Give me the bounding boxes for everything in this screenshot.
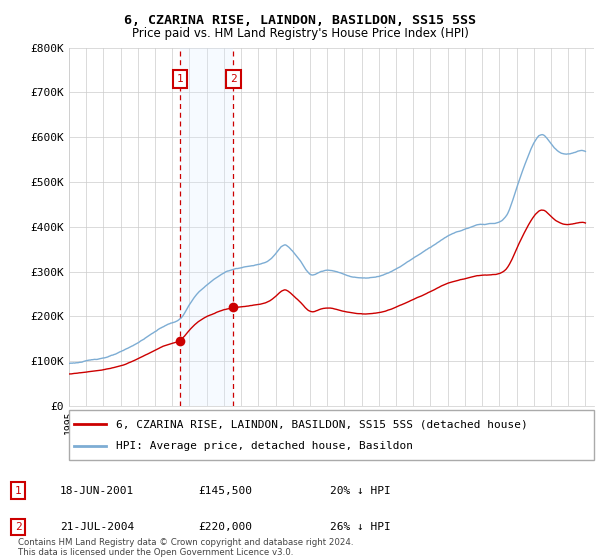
Text: £145,500: £145,500 [198, 486, 252, 496]
Text: 1: 1 [14, 486, 22, 496]
Text: £220,000: £220,000 [198, 522, 252, 532]
Text: 6, CZARINA RISE, LAINDON, BASILDON, SS15 5SS: 6, CZARINA RISE, LAINDON, BASILDON, SS15… [124, 14, 476, 27]
Text: 1: 1 [177, 74, 184, 84]
Text: Price paid vs. HM Land Registry's House Price Index (HPI): Price paid vs. HM Land Registry's House … [131, 27, 469, 40]
Bar [180, 48, 233, 406]
Text: HPI: Average price, detached house, Basildon: HPI: Average price, detached house, Basi… [116, 441, 413, 451]
Text: 20% ↓ HPI: 20% ↓ HPI [330, 486, 391, 496]
Text: 21-JUL-2004: 21-JUL-2004 [60, 522, 134, 532]
Text: 2: 2 [14, 522, 22, 532]
Text: 18-JUN-2001: 18-JUN-2001 [60, 486, 134, 496]
Text: 2: 2 [230, 74, 237, 84]
Text: Contains HM Land Registry data © Crown copyright and database right 2024.
This d: Contains HM Land Registry data © Crown c… [18, 538, 353, 557]
Text: 26% ↓ HPI: 26% ↓ HPI [330, 522, 391, 532]
Text: 6, CZARINA RISE, LAINDON, BASILDON, SS15 5SS (detached house): 6, CZARINA RISE, LAINDON, BASILDON, SS15… [116, 419, 528, 429]
